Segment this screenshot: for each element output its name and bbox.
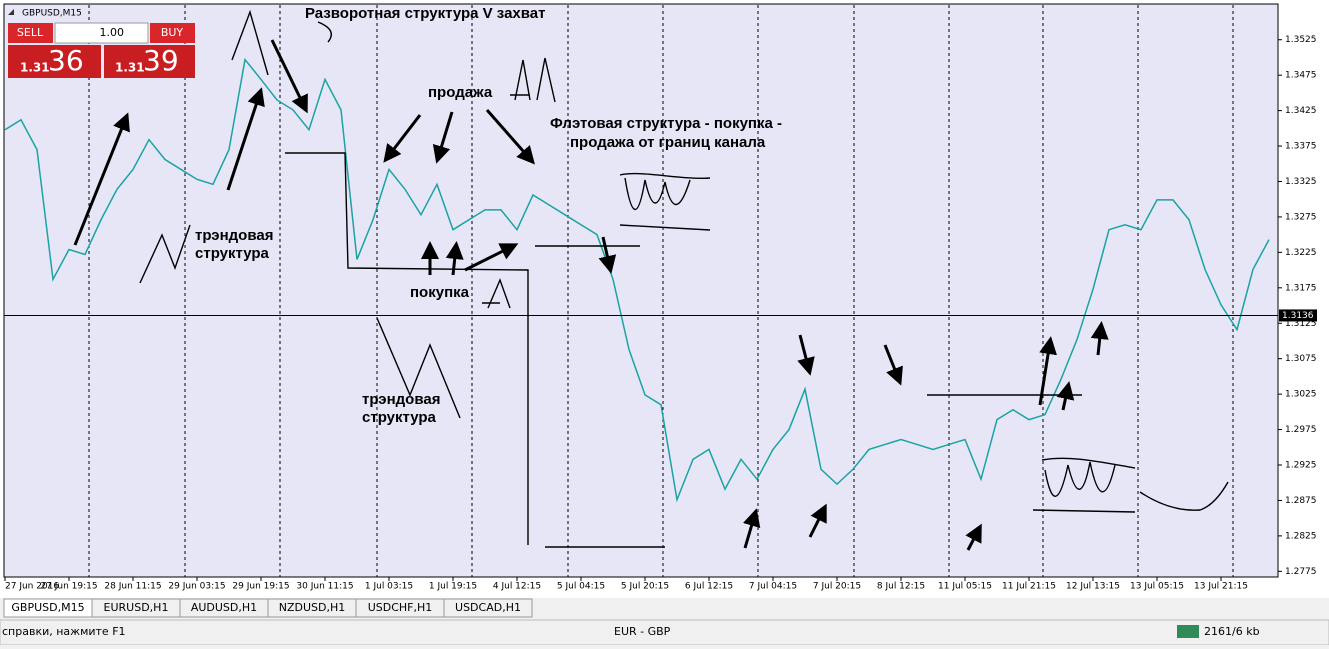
drawings: [139, 9, 1229, 548]
traffic-icon: [1177, 625, 1199, 638]
x-tick-label: 7 Jul 04:15: [749, 582, 797, 592]
tab-label: NZDUSD,H1: [279, 601, 346, 614]
bid-big: 36: [48, 44, 84, 77]
x-tick-label: 27 Jun 19:15: [40, 582, 97, 592]
annotation: продажа: [428, 84, 493, 101]
tab-label: USDCAD,H1: [455, 601, 521, 614]
x-tick-label: 29 Jun 03:15: [168, 582, 225, 592]
annotation: продажа от границ канала: [570, 134, 766, 151]
y-tick-label: 1.2925: [1285, 461, 1317, 471]
y-tick-label: 1.3075: [1285, 354, 1317, 364]
plot-area: [3, 3, 1279, 578]
y-tick-label: 1.3475: [1285, 71, 1317, 81]
annotation: Флэтовая структура - покупка -: [550, 115, 782, 132]
y-tick-label: 1.2775: [1285, 567, 1317, 577]
tab-bar: GBPUSD,M15 EURUSD,H1 AUDUSD,H1 NZDUSD,H1 USD…: [0, 598, 1329, 620]
x-tick-label: 11 Jul 05:15: [938, 582, 992, 592]
y-tick-label: 1.2875: [1285, 496, 1317, 506]
status-traffic: 2161/6 kb: [1204, 625, 1260, 638]
tab-label: AUDUSD,H1: [191, 601, 257, 614]
x-tick-label: 5 Jul 20:15: [621, 582, 669, 592]
lot-input[interactable]: [54, 22, 149, 44]
current-price-box: [1279, 309, 1317, 322]
y-tick-label: 1.2825: [1285, 531, 1317, 541]
x-tick-label: 5 Jul 04:15: [557, 582, 605, 592]
bid-prefix: 1.31: [20, 61, 50, 75]
x-tick-label: 11 Jul 21:15: [1002, 582, 1056, 592]
current-price-label: 1.3136: [1282, 311, 1314, 321]
tab[interactable]: [443, 598, 533, 618]
lot-value: 1.00: [100, 26, 125, 39]
x-tick-label: 1 Jul 19:15: [429, 582, 477, 592]
status-bar: справки, нажмите F1 EUR - GBP 2161/6 kb: [0, 619, 1329, 646]
x-tick-label: 7 Jul 20:15: [813, 582, 861, 592]
arrows: [73, 39, 1109, 551]
tab-label: GBPUSD,M15: [11, 601, 84, 614]
sell-label: SELL: [17, 26, 44, 39]
status-profile: EUR - GBP: [614, 625, 671, 638]
y-tick-label: 1.3025: [1285, 390, 1317, 400]
status-help: справки, нажмите F1: [2, 625, 126, 638]
y-tick-label: 1.3175: [1285, 283, 1317, 293]
y-tick-label: 1.2975: [1285, 425, 1317, 435]
x-tick-label: 13 Jul 05:15: [1130, 582, 1184, 592]
y-tick-label: 1.3375: [1285, 142, 1317, 152]
x-tick-label: 4 Jul 12:15: [493, 582, 541, 592]
ask-big: 39: [143, 44, 179, 77]
annotation: структура: [362, 409, 437, 426]
y-tick-label: 1.3325: [1285, 177, 1317, 187]
one-click-panel: SELL 1.00 BUY 1.31 36 1.31 39: [8, 22, 195, 78]
annotation: трэндовая: [195, 227, 273, 244]
symbol-icon: [8, 9, 14, 15]
sell-button[interactable]: [8, 23, 53, 43]
x-tick-label: 8 Jul 12:15: [877, 582, 925, 592]
y-tick-label: 1.3225: [1285, 248, 1317, 258]
chart-symbol: GBPUSD,M15: [22, 9, 82, 19]
y-tick-label: 1.3425: [1285, 106, 1317, 116]
annotation: Разворотная структура V захват: [305, 5, 545, 22]
x-tick-label: 6 Jul 12:15: [685, 582, 733, 592]
x-tick-label: 29 Jun 19:15: [232, 582, 289, 592]
x-tick-label: 13 Jul 21:15: [1194, 582, 1248, 592]
y-tick-label: 1.3275: [1285, 212, 1317, 222]
tab-label: EURUSD,H1: [104, 601, 169, 614]
session-separators: [88, 5, 1234, 577]
x-tick-label: 28 Jun 11:15: [104, 582, 161, 592]
annotation: структура: [195, 245, 270, 262]
x-tick-label: 27 Jun 2016: [5, 582, 59, 592]
bid-box[interactable]: [8, 45, 101, 78]
y-tick-label: 1.3525: [1285, 35, 1317, 45]
tab-label: USDCHF,H1: [368, 601, 433, 614]
x-tick-label: 30 Jun 11:15: [296, 582, 353, 592]
buy-button[interactable]: [150, 23, 195, 43]
ask-prefix: 1.31: [115, 61, 145, 75]
x-tick-label: 1 Jul 03:15: [365, 582, 413, 592]
ask-box[interactable]: [104, 45, 195, 78]
buy-label: BUY: [161, 26, 184, 39]
y-tick-label: 1.3125: [1285, 319, 1317, 329]
annotation: трэндовая: [362, 391, 440, 408]
x-tick-label: 12 Jul 13:15: [1066, 582, 1120, 592]
annotation: покупка: [410, 284, 470, 301]
